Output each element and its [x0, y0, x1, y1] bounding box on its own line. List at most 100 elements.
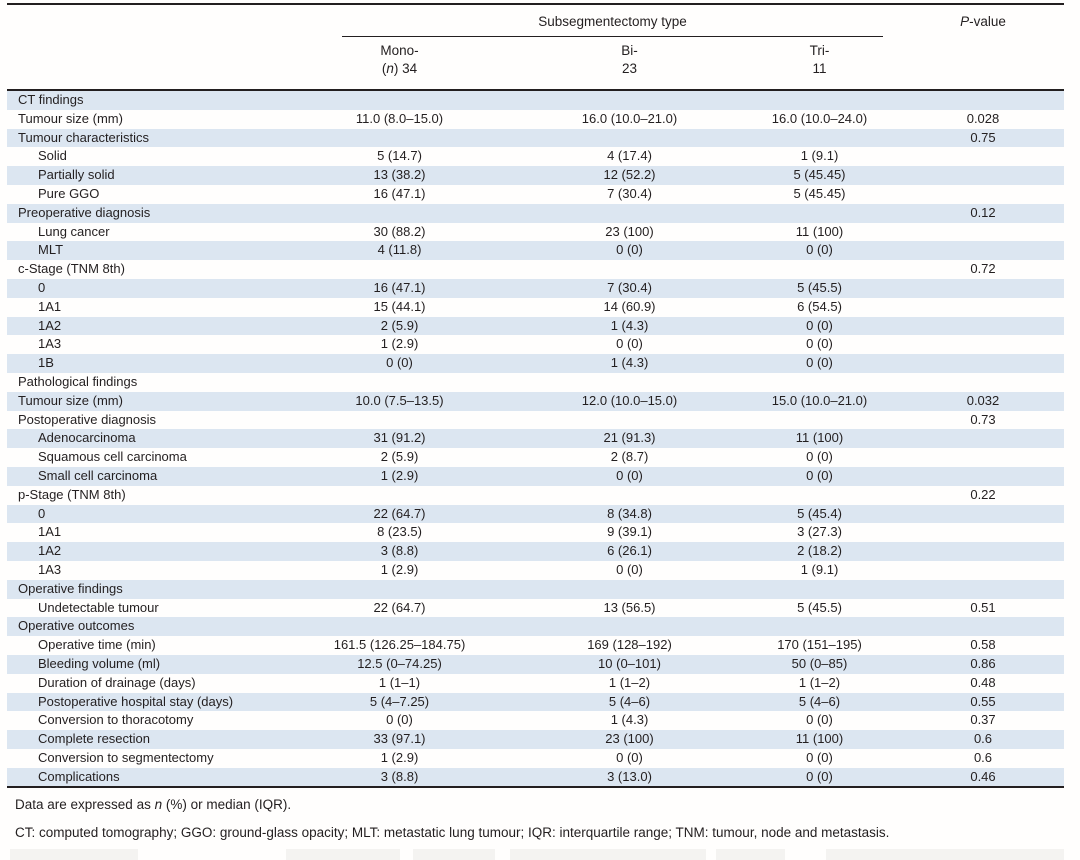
footnote-abbreviations: CT: computed tomography; GGO: ground-gla…: [15, 825, 890, 840]
cell-tri: 5 (45.45): [793, 167, 846, 183]
table-row: Conversion to thoracotomy 0 (0) 1 (4.3) 0 (…: [7, 711, 1064, 730]
table-row: p-Stage (TNM 8th) 0.22: [7, 486, 1064, 505]
table-row: Pure GGO 16 (47.1) 7 (30.4) 5 (45.45): [7, 185, 1064, 204]
cell-mono: 22 (64.7): [373, 505, 426, 521]
table-row: Partially solid 13 (38.2) 12 (52.2) 5 (45.4…: [7, 166, 1064, 185]
row-label: Conversion to thoracotomy: [38, 712, 194, 728]
cell-tri: 11 (100): [795, 430, 844, 446]
cell-tri: [737, 411, 902, 430]
cell-mono: 4 (11.8): [377, 242, 422, 258]
table-row: Postoperative hospital stay (days) 5 (4–7…: [7, 692, 1064, 712]
cell-bi: 1 (4.3): [610, 317, 649, 333]
cell-tri: 6 (54.5): [797, 298, 842, 314]
pvalue-header: P-value: [902, 4, 1064, 37]
cell-bi: 10 (0–101): [598, 655, 661, 671]
table-row: 1A2 3 (8.8) 6 (26.1) 2 (18.2): [7, 542, 1064, 561]
pvalue-italic-p: P: [960, 14, 970, 29]
cell-p: [902, 354, 1064, 373]
cell-mono: 12.5 (0–74.25): [357, 655, 442, 671]
cell-tri: 5 (45.5): [797, 279, 842, 295]
row-label: Operative findings: [18, 580, 123, 596]
footnote-data-expression: Data are expressed as n (%) or median (I…: [15, 797, 292, 812]
col-header-tri: Tri- 11: [737, 37, 902, 91]
cell-p: [902, 580, 1064, 599]
table-row: Tumour size (mm) 11.0 (8.0–15.0) 16.0 (10.…: [7, 110, 1064, 129]
cell-mono: [277, 260, 522, 279]
cell-tri: 5 (4–6): [798, 693, 841, 709]
table-row: CT findings: [7, 90, 1064, 110]
column-group-title: Subsegmentectomy type: [342, 14, 883, 37]
subsegmentectomy-comparison-table: Subsegmentectomy type P-value Mono- (n) …: [7, 3, 1064, 789]
table-row: 0 16 (47.1) 7 (30.4) 5 (45.5): [7, 278, 1064, 298]
cell-tri: [737, 617, 902, 636]
cell-bi: 9 (39.1): [607, 524, 652, 540]
cell-mono: [277, 486, 522, 505]
cell-p: [902, 373, 1064, 392]
row-label: Operative time (min): [38, 637, 156, 653]
cell-tri: 5 (45.4): [797, 505, 842, 521]
row-label: 1A3: [38, 336, 62, 352]
table-row: Small cell carcinoma 1 (2.9) 0 (0) 0 (0): [7, 466, 1064, 486]
cell-bi: 4 (17.4): [607, 148, 652, 164]
cell-tri: 2 (18.2): [797, 543, 842, 559]
row-label: Lung cancer: [38, 223, 110, 239]
cell-bi: 1 (1–2): [608, 674, 651, 690]
row-label: Pure GGO: [38, 185, 100, 201]
cell-p: [902, 223, 1064, 242]
cell-bi: 12 (52.2): [603, 167, 656, 183]
row-label: 1A2: [38, 543, 62, 559]
header-group-row: Subsegmentectomy type P-value: [7, 4, 1064, 37]
cell-tri: 15.0 (10.0–21.0): [771, 392, 868, 408]
row-label: Squamous cell carcinoma: [38, 449, 187, 465]
cell-tri: [737, 90, 902, 110]
cell-mono: 5 (14.7): [377, 148, 422, 164]
cell-mono: [277, 373, 522, 392]
table-body: CT findings Tumour size (mm) 11.0 (8.0–15.…: [7, 90, 1064, 789]
row-label: 1A1: [38, 298, 62, 314]
row-label: 1B: [38, 355, 54, 371]
cell-tri: [737, 260, 902, 279]
page-edge-artifact-strip: [0, 849, 1080, 860]
cell-p: [902, 561, 1064, 580]
cell-mono: 13 (38.2): [373, 167, 426, 183]
cell-bi: [522, 580, 737, 599]
col-header-bi-count: 23: [621, 61, 638, 76]
table-row: 1A3 1 (2.9) 0 (0) 1 (9.1): [7, 561, 1064, 580]
cell-tri: 0 (0): [806, 449, 833, 465]
table-row: Undetectable tumour 22 (64.7) 13 (56.5) 5 (…: [7, 599, 1064, 618]
cell-tri: [737, 373, 902, 392]
cell-mono: 8 (23.5): [377, 524, 422, 540]
cell-bi: 7 (30.4): [607, 279, 652, 295]
cell-p: [902, 523, 1064, 542]
cell-mono: 30 (88.2): [373, 223, 426, 239]
cell-mono: 1 (2.9): [380, 749, 419, 765]
table-row: Tumour size (mm) 10.0 (7.5–13.5) 12.0 (10.…: [7, 391, 1064, 411]
cell-p: 0.6: [973, 731, 993, 747]
pvalue-rest: -value: [969, 14, 1006, 29]
cell-mono: 15 (44.1): [373, 298, 426, 314]
cell-mono: 33 (97.1): [373, 731, 426, 747]
cell-mono: 3 (8.8): [277, 767, 522, 789]
cell-bi: 0 (0): [616, 242, 643, 258]
cell-tri: 0 (0): [806, 467, 833, 483]
cell-bi: 16.0 (10.0–21.0): [581, 110, 678, 126]
col-header-bi: Bi- 23: [522, 37, 737, 91]
cell-bi: [522, 204, 737, 223]
cell-mono: [277, 129, 522, 148]
cell-p: 0.58: [970, 637, 996, 653]
table-row: Tumour characteristics 0.75: [7, 128, 1064, 148]
cell-mono: 1 (1–1): [378, 674, 421, 690]
cell-bi: [522, 373, 737, 392]
col-header-tri-count: 11: [812, 61, 827, 76]
cell-bi: 14 (60.9): [603, 298, 656, 314]
row-label: Small cell carcinoma: [38, 467, 158, 483]
cell-bi: [522, 617, 737, 636]
row-label: Tumour characteristics: [18, 129, 149, 145]
cell-tri: 0 (0): [806, 336, 833, 352]
cell-mono: 0 (0): [386, 355, 413, 371]
row-label: Complications: [7, 767, 277, 789]
cell-p: 0.22: [970, 486, 996, 502]
cell-tri: [737, 580, 902, 599]
table-row: Lung cancer 30 (88.2) 23 (100) 11 (100): [7, 223, 1064, 242]
cell-mono: 2 (5.9): [380, 317, 419, 333]
